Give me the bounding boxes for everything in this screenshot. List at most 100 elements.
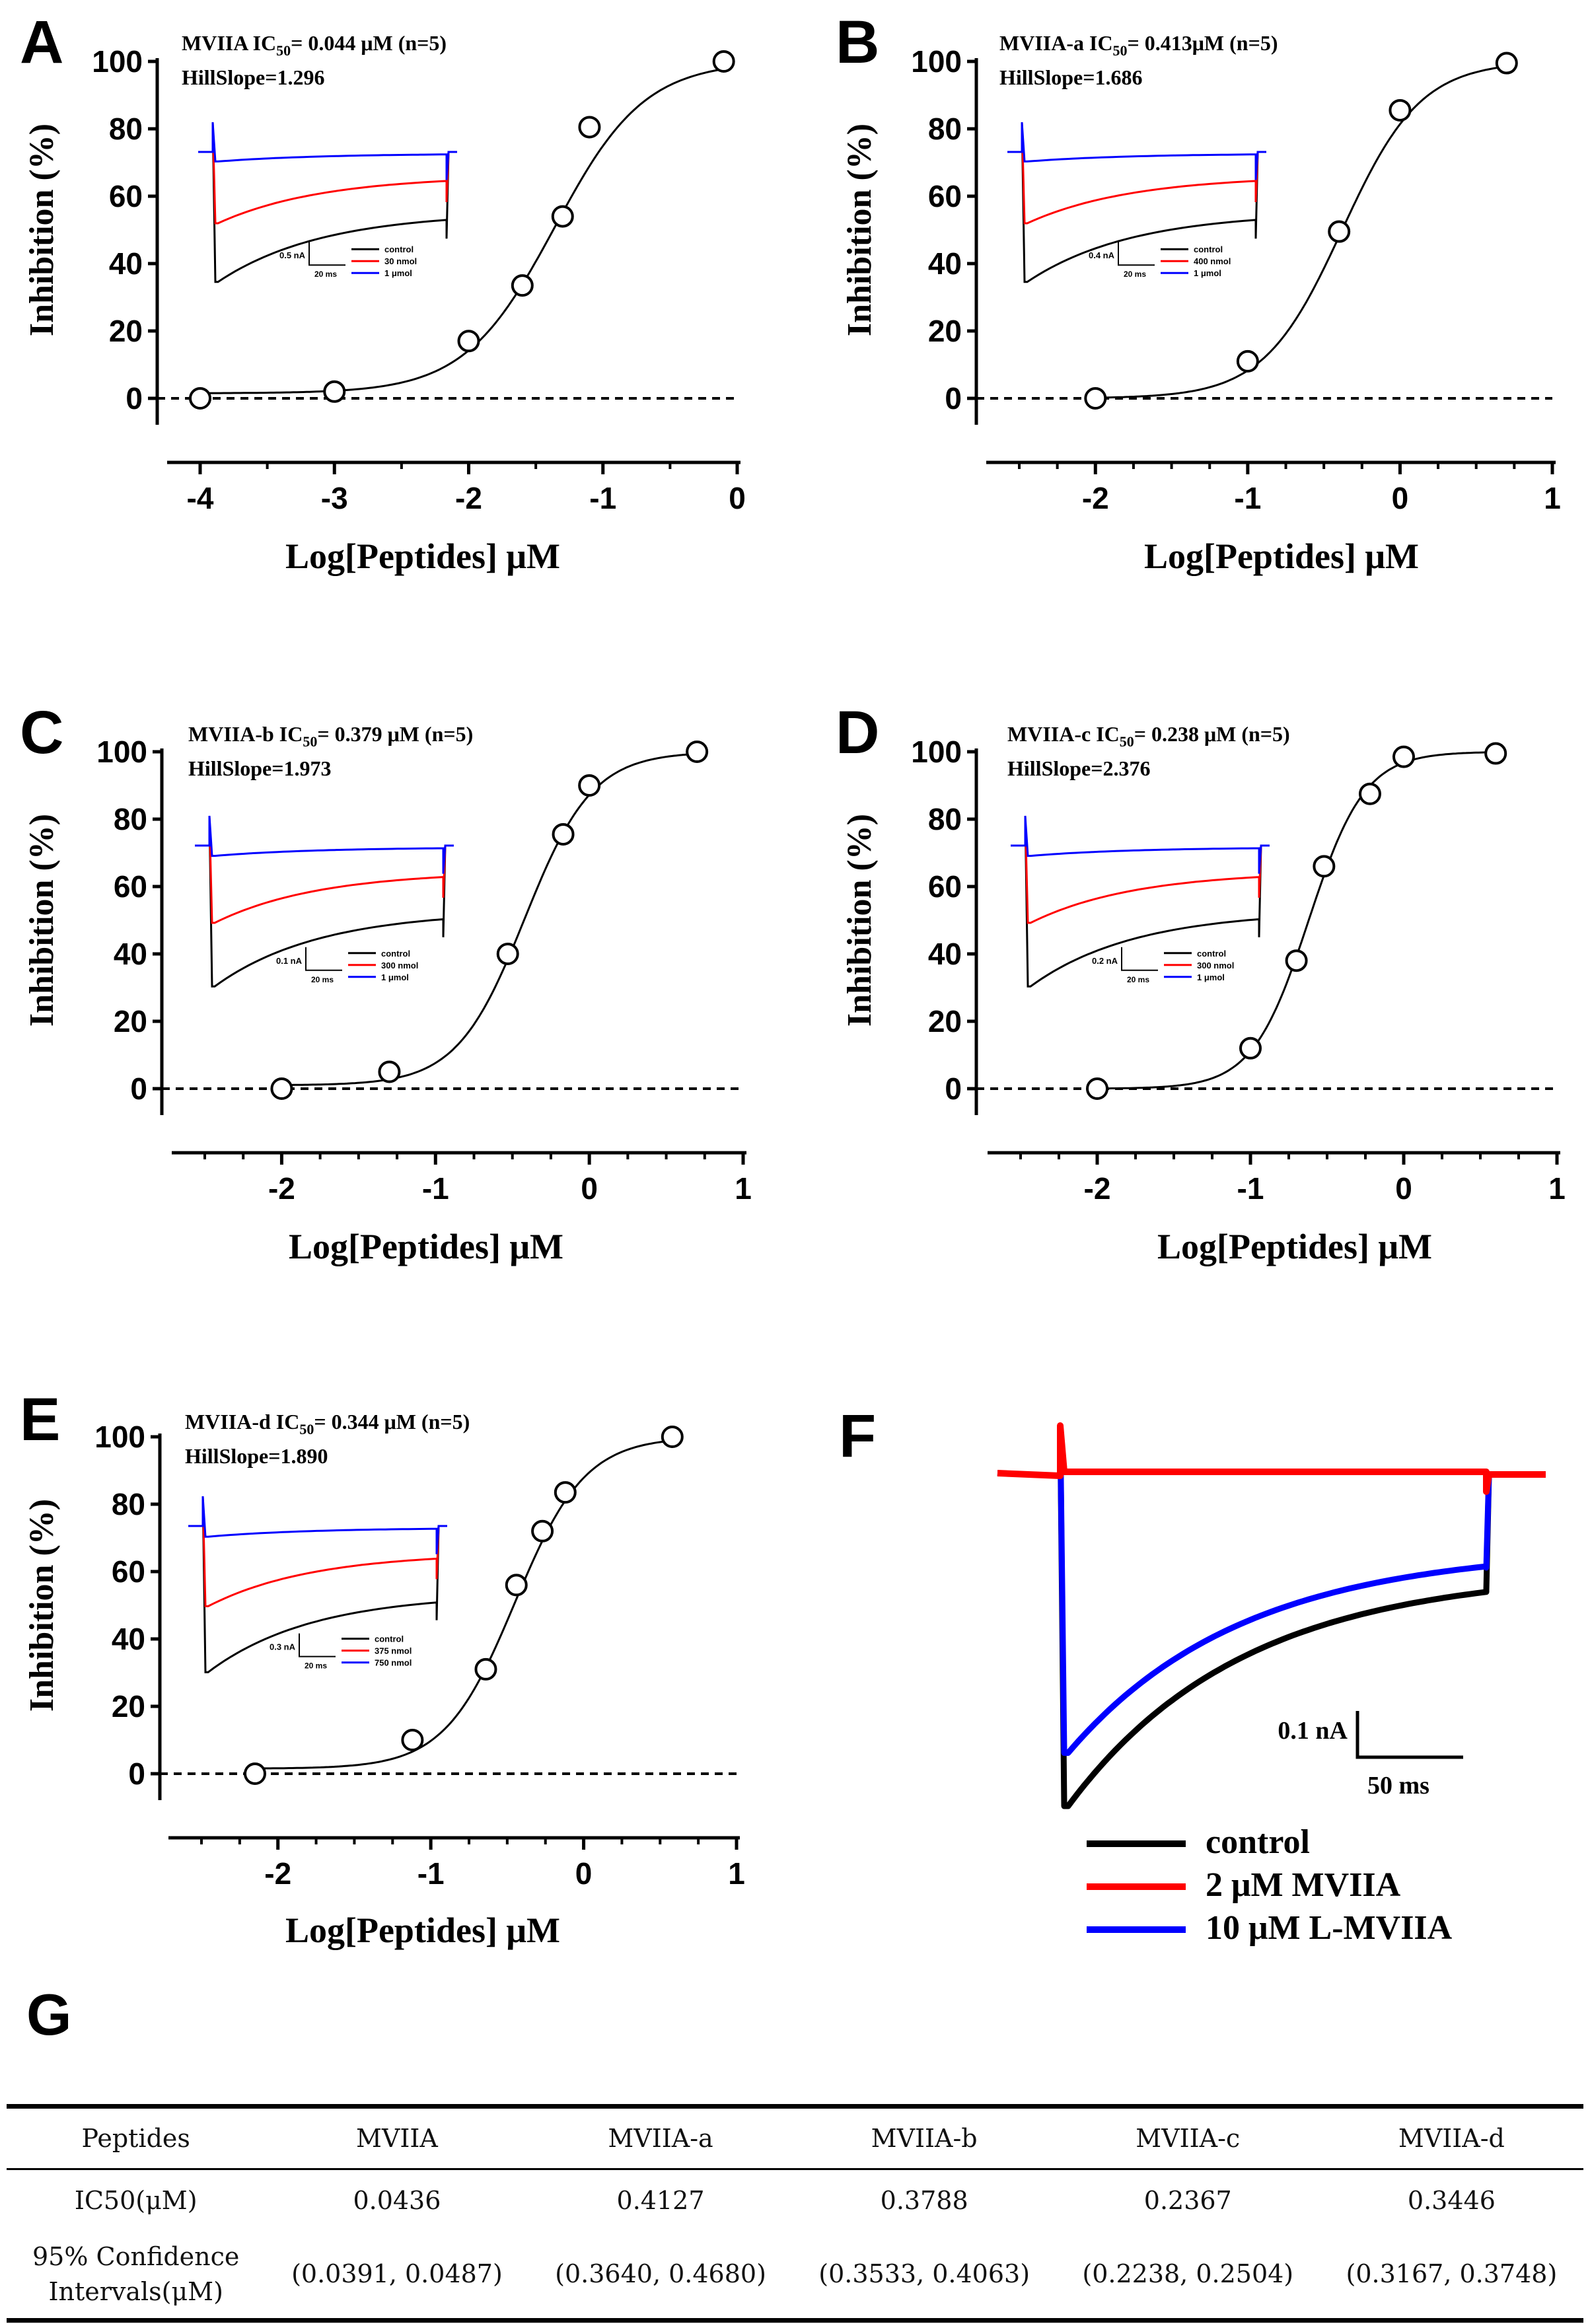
table-row: 95% Confidence Intervals(μM) (0.0391, 0.0… xyxy=(7,2231,1583,2323)
inset-scale-x: 20 ms xyxy=(311,975,334,984)
scale-bar-x-label: 50 ms xyxy=(1367,1772,1429,1799)
panel-b: B 0 20 40 60 80 100 Inhibition (%) -2 -1 0 1 Log[Pep… xyxy=(836,9,1561,576)
data-point xyxy=(401,1729,424,1751)
x-tick-label: -1 xyxy=(422,1171,449,1206)
table-cell: 0.3446 xyxy=(1407,2186,1496,2215)
hill-slope-annotation: HillSlope=1.686 xyxy=(999,65,1142,89)
inset-trace-control xyxy=(188,1496,447,1673)
y-tick-label: 60 xyxy=(928,869,962,904)
ic50-annotation: MVIIA-c IC50= 0.238 μM (n=5) xyxy=(1007,722,1290,750)
y-axis-label: Inhibition (%) xyxy=(841,814,879,1027)
data-point xyxy=(1328,220,1351,243)
panel-letter: D xyxy=(836,699,879,766)
y-tick-label: 40 xyxy=(928,937,962,971)
inset-trace-low-dose xyxy=(188,1496,447,1607)
y-tick-label: 100 xyxy=(911,44,962,79)
table-header-cell: Peptides xyxy=(7,2104,266,2170)
y-axis-label: Inhibition (%) xyxy=(23,814,61,1027)
data-point xyxy=(1484,742,1507,765)
x-axis-label: Log[Peptides] μM xyxy=(285,1910,560,1950)
legend-label: control xyxy=(1206,1823,1310,1861)
hill-slope-annotation: HillSlope=1.890 xyxy=(185,1444,328,1468)
ic50-annotation: MVIIA-b IC50= 0.379 μM (n=5) xyxy=(188,722,473,750)
inset-trace-control xyxy=(1007,122,1266,283)
ic50-value: = 0.379 μM (n=5) xyxy=(317,722,473,746)
ic50-annotation: MVIIA-d IC50= 0.344 μM (n=5) xyxy=(185,1410,470,1437)
y-axis-label: Inhibition (%) xyxy=(23,124,61,336)
x-tick-label: 1 xyxy=(735,1171,752,1206)
inset-trace-high-dose xyxy=(1007,122,1266,180)
table-header-row: Peptides MVIIA MVIIA-a MVIIA-b MVIIA-c M… xyxy=(7,2104,1583,2170)
table-row: IC50(μM) 0.0436 0.4127 0.3788 0.2367 0.3… xyxy=(7,2169,1583,2232)
y-tick-label: 20 xyxy=(109,314,143,348)
fit-curve xyxy=(1094,751,1499,1090)
data-point xyxy=(552,822,575,846)
x-tick-label: -2 xyxy=(455,481,482,515)
inset-legend-label: control xyxy=(1197,949,1226,959)
x-axis-label: Log[Peptides] μM xyxy=(1157,1227,1432,1266)
x-tick-label: -2 xyxy=(264,1856,291,1891)
y-tick-label: 20 xyxy=(114,1004,147,1038)
ic50-prefix: MVIIA-c IC xyxy=(1007,722,1120,746)
data-point xyxy=(1086,1077,1108,1100)
y-axis-label: Inhibition (%) xyxy=(841,124,879,336)
y-tick-label: 20 xyxy=(928,314,962,348)
x-tick-label: -2 xyxy=(268,1171,295,1206)
y-tick-label: 80 xyxy=(109,112,143,146)
x-tick-label: -3 xyxy=(321,481,348,515)
panel-letter: E xyxy=(20,1386,60,1453)
inset-legend-label: 750 nmol xyxy=(375,1658,412,1668)
data-point xyxy=(1392,745,1415,768)
table-cell: 0.4127 xyxy=(616,2186,705,2215)
ic50-subscript: 50 xyxy=(1120,733,1134,750)
data-point xyxy=(474,1657,497,1681)
x-tick-label: 1 xyxy=(1544,481,1561,515)
data-point xyxy=(712,50,735,73)
data-point xyxy=(1239,1036,1262,1060)
trace-mviia xyxy=(997,1422,1546,1495)
ic50-value: = 0.238 μM (n=5) xyxy=(1134,722,1290,746)
ic50-value: = 0.413μM (n=5) xyxy=(1128,31,1278,55)
inset-legend-label: 300 nmol xyxy=(1197,961,1234,970)
data-point xyxy=(1285,949,1308,972)
inset-scale-x: 20 ms xyxy=(314,270,337,279)
table-row-label: 95% Confidence Intervals(μM) xyxy=(7,2231,266,2323)
x-tick-label: -4 xyxy=(187,481,214,515)
inset-legend-label: 1 μmol xyxy=(1194,268,1221,278)
panel-g-letter: G xyxy=(26,1982,71,2047)
inset-scale-bar xyxy=(1118,242,1155,266)
x-tick-label: 1 xyxy=(1548,1171,1566,1206)
data-point xyxy=(1389,98,1412,122)
y-tick-label: 40 xyxy=(928,246,962,281)
inset-scale-x: 20 ms xyxy=(1127,975,1149,984)
x-axis-label: Log[Peptides] μM xyxy=(289,1227,563,1266)
y-tick-label: 80 xyxy=(112,1487,145,1521)
y-tick-label: 100 xyxy=(911,735,962,769)
data-point xyxy=(661,1426,684,1448)
data-point xyxy=(505,1574,528,1597)
y-tick-label: 60 xyxy=(112,1554,145,1589)
inset-legend-label: 1 μmol xyxy=(384,268,412,278)
ic50-prefix: MVIIA-a IC xyxy=(999,31,1113,55)
data-point xyxy=(244,1762,266,1785)
inset-scale-y: 0.2 nA xyxy=(1092,956,1118,966)
x-tick-label: 0 xyxy=(581,1171,598,1206)
row-label-line: 95% Confidence xyxy=(32,2241,240,2271)
x-tick-label: -1 xyxy=(1237,1171,1264,1206)
trace-control xyxy=(997,1422,1546,1809)
y-tick-label: 40 xyxy=(109,246,143,281)
y-tick-label: 80 xyxy=(114,802,147,836)
ic50-annotation: MVIIA IC50= 0.044 μM (n=5) xyxy=(182,31,447,59)
x-tick-label: 1 xyxy=(728,1856,745,1891)
inset-scale-y: 0.1 nA xyxy=(276,956,303,966)
table-cell: (0.3533, 0.4063) xyxy=(792,2231,1056,2323)
table-header-cell: MVIIA-b xyxy=(792,2104,1056,2170)
table-cell: (0.2238, 0.2504) xyxy=(1056,2231,1320,2323)
x-tick-label: -2 xyxy=(1084,1171,1111,1206)
table-cell: 0.0436 xyxy=(353,2186,441,2215)
inset-scale-x: 20 ms xyxy=(305,1661,327,1671)
ic50-annotation: MVIIA-a IC50= 0.413μM (n=5) xyxy=(999,31,1278,59)
table-header-cell: MVIIA-d xyxy=(1319,2104,1583,2170)
y-tick-label: 20 xyxy=(928,1004,962,1038)
inset-scale-y: 0.5 nA xyxy=(279,250,306,260)
